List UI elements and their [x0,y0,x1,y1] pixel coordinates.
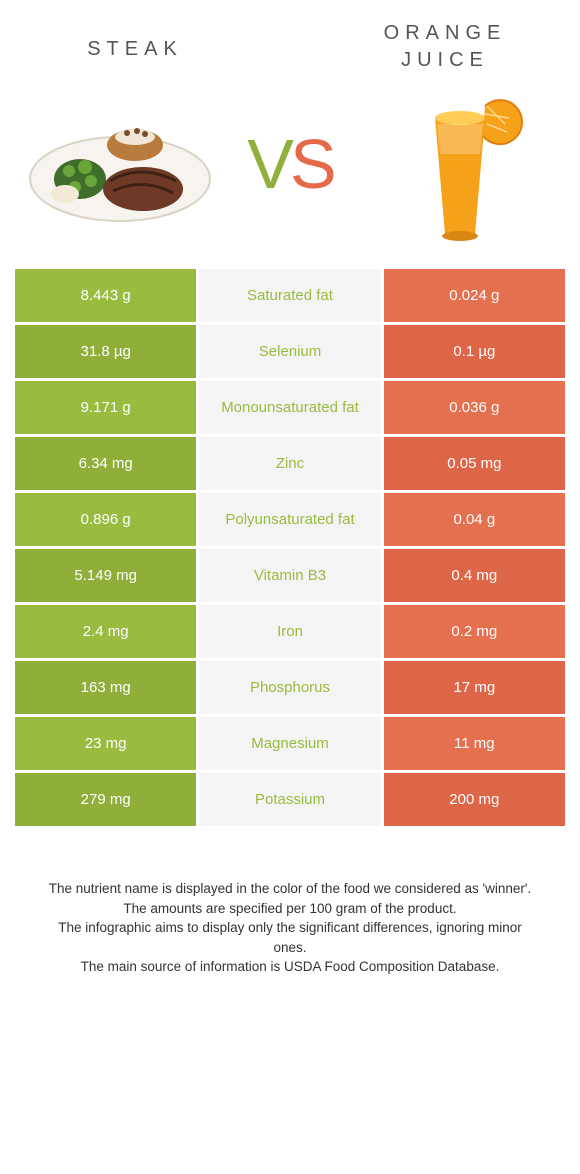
nutrient-row: 0.896 gPolyunsaturated fat0.04 g [15,493,565,549]
value-right: 200 mg [381,773,565,829]
nutrient-label: Monounsaturated fat [199,381,380,437]
nutrient-table: 8.443 gSaturated fat0.024 g31.8 µgSeleni… [15,269,565,829]
value-right: 0.04 g [381,493,565,549]
nutrient-row: 6.34 mgZinc0.05 mg [15,437,565,493]
footer-line-2: The amounts are specified per 100 gram o… [45,899,535,919]
nutrient-row: 23 mgMagnesium11 mg [15,717,565,773]
orange-juice-image [365,89,555,239]
value-right: 17 mg [381,661,565,717]
value-right: 0.036 g [381,381,565,437]
nutrient-row: 31.8 µgSelenium0.1 µg [15,325,565,381]
value-right: 0.1 µg [381,325,565,381]
vs-label: VS [247,124,332,204]
footer-line-3: The infographic aims to display only the… [45,918,535,957]
header: Steak Orange Juice [15,20,565,74]
value-right: 11 mg [381,717,565,773]
nutrient-label: Iron [199,605,380,661]
value-left: 279 mg [15,773,199,829]
nutrient-label: Magnesium [199,717,380,773]
nutrient-label: Saturated fat [199,269,380,325]
nutrient-row: 279 mgPotassium200 mg [15,773,565,829]
value-right: 0.4 mg [381,549,565,605]
nutrient-row: 9.171 gMonounsaturated fat0.036 g [15,381,565,437]
nutrient-row: 163 mgPhosphorus17 mg [15,661,565,717]
value-left: 163 mg [15,661,199,717]
vs-v: V [247,125,290,203]
value-left: 0.896 g [15,493,199,549]
value-left: 23 mg [15,717,199,773]
nutrient-label: Selenium [199,325,380,381]
value-right: 0.024 g [381,269,565,325]
value-left: 2.4 mg [15,605,199,661]
steak-image [25,89,215,239]
infographic-container: Steak Orange Juice [0,0,580,977]
value-right: 0.05 mg [381,437,565,493]
value-right: 0.2 mg [381,605,565,661]
nutrient-label: Phosphorus [199,661,380,717]
nutrient-label: Potassium [199,773,380,829]
footer-line-1: The nutrient name is displayed in the co… [45,879,535,899]
value-left: 6.34 mg [15,437,199,493]
title-right: Orange Juice [345,20,545,74]
value-left: 8.443 g [15,269,199,325]
title-left: Steak [35,20,235,61]
footer-notes: The nutrient name is displayed in the co… [15,829,565,977]
nutrient-row: 5.149 mgVitamin B30.4 mg [15,549,565,605]
nutrient-label: Vitamin B3 [199,549,380,605]
value-left: 5.149 mg [15,549,199,605]
image-row: VS [15,89,565,269]
nutrient-label: Polyunsaturated fat [199,493,380,549]
vs-s: S [290,125,333,203]
nutrient-row: 2.4 mgIron0.2 mg [15,605,565,661]
footer-line-4: The main source of information is USDA F… [45,957,535,977]
nutrient-label: Zinc [199,437,380,493]
value-left: 9.171 g [15,381,199,437]
nutrient-row: 8.443 gSaturated fat0.024 g [15,269,565,325]
value-left: 31.8 µg [15,325,199,381]
